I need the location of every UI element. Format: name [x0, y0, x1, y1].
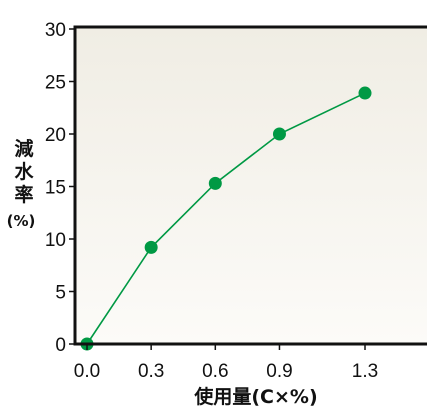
plot-area: [75, 27, 427, 344]
x-tick-label: 0.0: [74, 361, 100, 382]
x-tick-label: 0.6: [202, 361, 228, 382]
y-axis-title-char-1: 減: [14, 137, 33, 160]
y-tick-label: 20: [45, 125, 66, 146]
data-point: [208, 176, 222, 190]
data-point: [272, 127, 286, 141]
y-tick-label: 0: [55, 335, 66, 356]
x-tick-label: 0.3: [138, 361, 164, 382]
y-tick-label: 30: [45, 20, 66, 41]
y-tick-label: 10: [45, 230, 66, 251]
y-tick-label: 25: [45, 73, 66, 94]
ticks-layer: 0 5 10 15 20 25 30 0.0 0.3 0.6 0.9 1.3: [45, 20, 378, 382]
y-axis-title-char-2: 水: [14, 161, 34, 183]
y-tick-label: 15: [45, 178, 66, 199]
y-axis-unit: (%): [7, 212, 36, 230]
data-point: [358, 86, 372, 100]
x-axis-title: 使用量(C×%): [193, 386, 317, 408]
y-axis-title-char-3: 率: [14, 183, 33, 206]
x-tick-label: 0.9: [266, 361, 292, 382]
data-point: [144, 240, 158, 254]
y-tick-label: 5: [55, 283, 66, 304]
x-tick-label: 1.3: [352, 361, 378, 382]
